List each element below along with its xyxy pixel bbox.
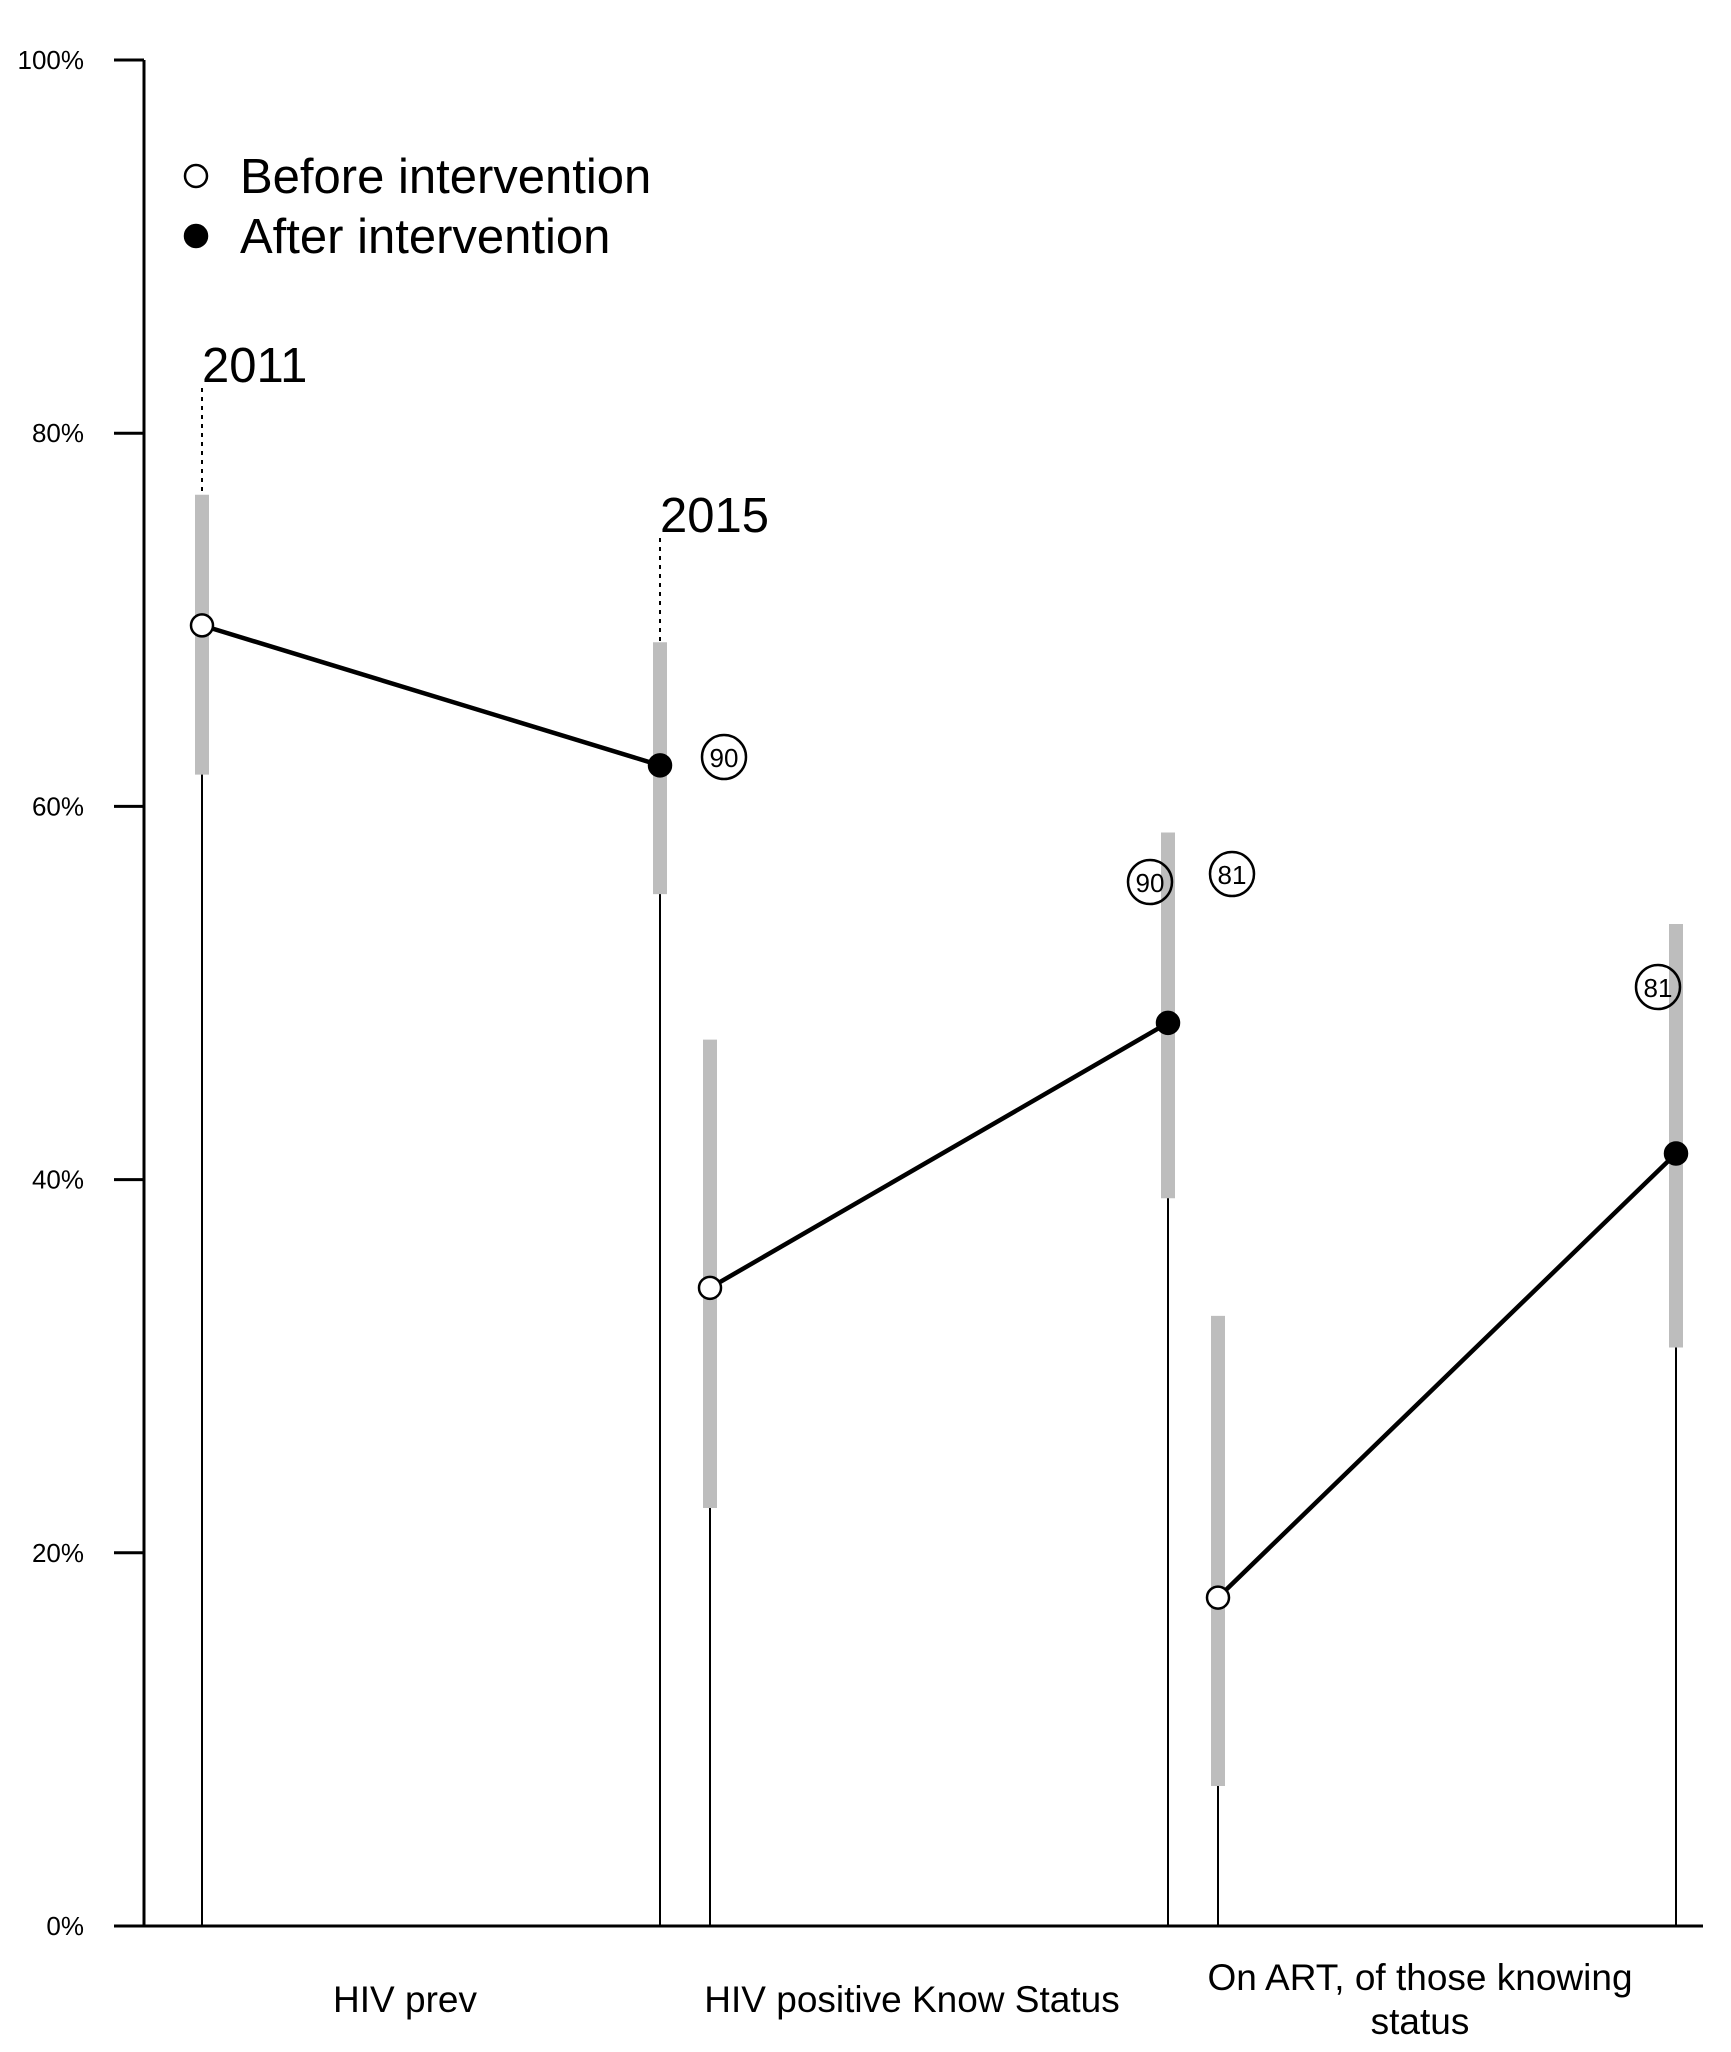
target-label-circle [1126, 858, 1174, 906]
y-tick-label: 80% [32, 418, 84, 448]
y-tick-label: 60% [32, 791, 84, 821]
point-before [189, 613, 215, 638]
category-label: On ART, of those knowing status [1207, 1957, 1632, 2042]
y-tick-label: 40% [32, 1165, 84, 1195]
legend-marker-after [183, 223, 209, 249]
category-label: HIV positive Know Status [704, 1979, 1119, 2020]
category-labels: HIV prev HIV positive Know Status On ART, … [333, 1957, 1633, 2042]
series-lines [201, 623, 1678, 1600]
legend: Before intervention After intervention [183, 150, 651, 264]
point-before [1205, 1585, 1231, 1610]
target-label: 90 [710, 743, 739, 773]
y-tick-label: 0% [46, 1911, 84, 1941]
point-after [1155, 1010, 1181, 1036]
series-line [708, 1020, 1170, 1290]
year-label: 2015 [660, 489, 769, 543]
legend-label: Before intervention [240, 150, 651, 204]
series-line [1216, 1151, 1678, 1600]
point-before [697, 1275, 723, 1301]
target-label-circle [1208, 850, 1256, 898]
confidence-intervals [195, 494, 1683, 1787]
point-after [1663, 1141, 1689, 1166]
target-label: 81 [1218, 860, 1247, 890]
data-points [189, 613, 1689, 1610]
series-line [201, 623, 661, 768]
stems [201, 625, 1677, 1926]
y-axis: 0% 20% 40% 60% 80% 100% [18, 45, 1703, 1941]
target-label-circle [1634, 963, 1682, 1011]
annotations: 90 90 81 81 2011 2015 [201, 339, 1682, 1011]
legend-marker-before [183, 163, 209, 189]
target-label: 90 [1136, 868, 1165, 898]
category-label-line: status [1371, 2001, 1470, 2042]
category-label-line: On ART, of those knowing [1207, 1957, 1632, 1998]
target-label: 81 [1644, 973, 1673, 1003]
category-label: HIV prev [333, 1979, 477, 2020]
target-label-circle [700, 733, 748, 781]
y-tick-label: 100% [18, 45, 85, 75]
legend-label: After intervention [240, 210, 610, 264]
y-tick-label: 20% [32, 1538, 84, 1568]
year-label: 2011 [202, 339, 307, 393]
point-after [647, 753, 673, 778]
